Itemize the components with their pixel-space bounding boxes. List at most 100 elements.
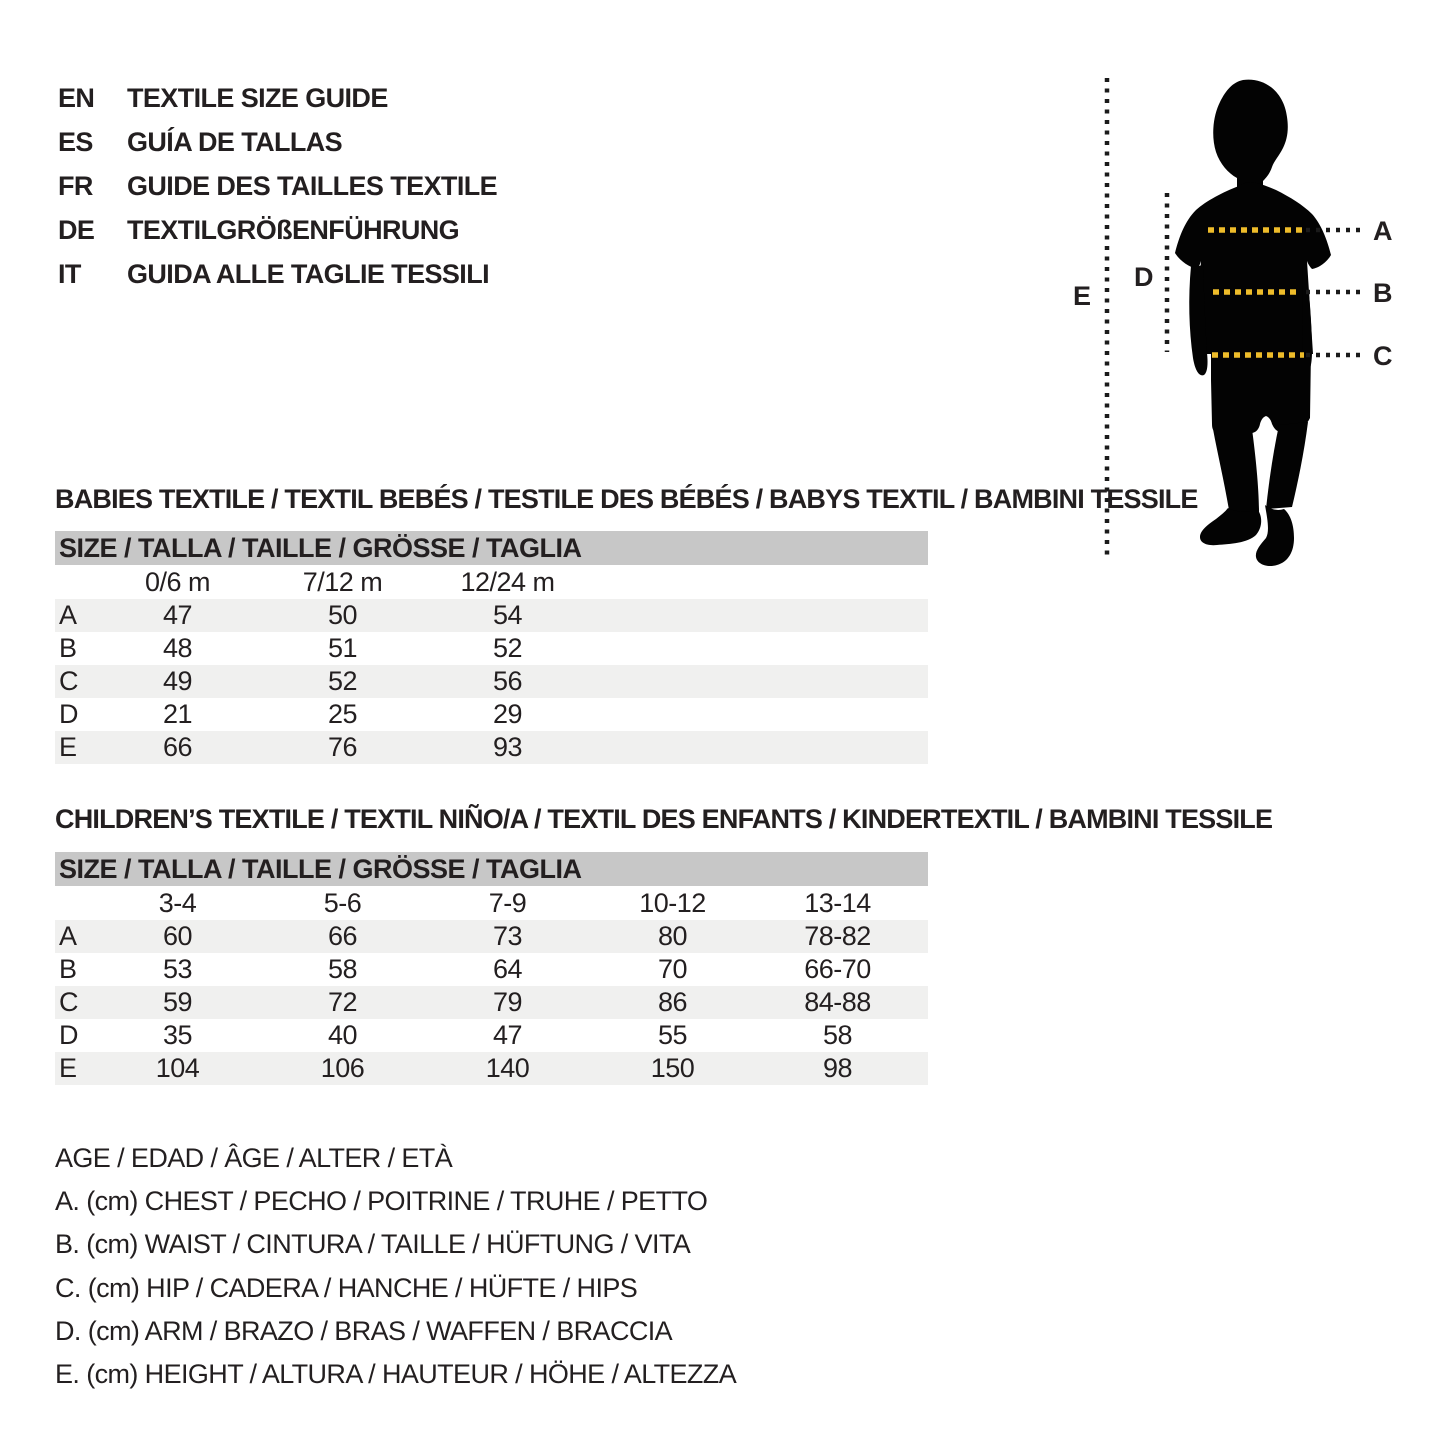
column-header: 0/6 m [144,567,211,597]
lang-row-fr: FR GUIDE DES TAILLES TEXTILE [58,164,498,208]
value-cell: 66-70 [804,954,871,984]
guide-title: TEXTILE SIZE GUIDE [127,82,388,113]
row-label: C [59,987,79,1017]
section-title-children: CHILDREN’S TEXTILE / TEXTIL NIÑO/A / TEX… [55,804,1273,834]
value-cell: 40 [327,1020,358,1050]
value-cell: 76 [327,732,358,762]
value-cell: 150 [650,1053,695,1083]
value-cell: 50 [327,600,358,630]
value-cell: 54 [492,600,523,630]
value-cell: 25 [327,699,358,729]
measure-label-d: D [1134,262,1154,292]
value-cell: 64 [492,954,523,984]
column-header: 13-14 [804,888,871,918]
table-row: E 104 106 140 150 98 [55,1052,928,1085]
value-cell: 35 [162,1020,193,1050]
value-cell: 98 [822,1053,853,1083]
value-cell: 52 [327,666,358,696]
table-row: E 66 76 93 [55,731,928,764]
value-cell: 66 [327,921,358,951]
value-cell: 59 [162,987,193,1017]
column-header: 12/24 m [460,567,555,597]
legend-arm: D. (cm) ARM / BRAZO / BRAS / WAFFEN / BR… [55,1315,673,1346]
babies-column-header-row: 0/6 m 7/12 m 12/24 m [55,565,928,599]
row-label: D [59,1020,79,1050]
table-row: D 21 25 29 [55,698,928,731]
value-cell: 47 [492,1020,523,1050]
legend-hip: C. (cm) HIP / CADERA / HANCHE / HÜFTE / … [55,1272,638,1303]
value-cell: 79 [492,987,523,1017]
value-cell: 56 [492,666,523,696]
lang-code: FR [58,170,93,201]
value-cell: 140 [485,1053,530,1083]
size-header-babies: SIZE / TALLA / TAILLE / GRÖSSE / TAGLIA [55,531,928,565]
lang-code: DE [58,214,95,245]
value-cell: 53 [162,954,193,984]
value-cell: 66 [162,732,193,762]
guide-title: GUIDE DES TAILLES TEXTILE [127,170,498,201]
table-row: A 47 50 54 [55,599,928,632]
legend-chest: A. (cm) CHEST / PECHO / POITRINE / TRUHE… [55,1186,708,1217]
column-header: 5-6 [323,888,362,918]
value-cell: 48 [162,633,193,663]
value-cell: 21 [162,699,193,729]
legend-waist: B. (cm) WAIST / CINTURA / TAILLE / HÜFTU… [55,1229,691,1260]
measure-label-c: C [1373,341,1393,371]
value-cell: 58 [822,1020,853,1050]
section-title-babies: BABIES TEXTILE / TEXTIL BEBÉS / TESTILE … [55,484,1198,514]
row-label: B [59,954,77,984]
column-header: 7/12 m [302,567,383,597]
legend-age: AGE / EDAD / ÂGE / ALTER / ETÀ [55,1143,453,1173]
value-cell: 60 [162,921,193,951]
column-header: 3-4 [158,888,197,918]
lang-code: IT [58,258,81,289]
child-measurement-figure: A B C D E [1060,60,1410,580]
value-cell: 47 [162,600,193,630]
value-cell: 84-88 [804,987,871,1017]
lang-row-en: EN TEXTILE SIZE GUIDE [58,76,497,120]
measurement-diagram: A B C D E [1073,78,1393,567]
value-cell: 70 [657,954,688,984]
children-size-table: SIZE / TALLA / TAILLE / GRÖSSE / TAGLIA … [55,852,928,1085]
value-cell: 104 [155,1053,200,1083]
child-silhouette [1175,79,1331,567]
corner-cell [55,565,95,599]
value-cell: 93 [492,732,523,762]
language-title-list: EN TEXTILE SIZE GUIDE ES GUÍA DE TALLAS … [58,76,498,296]
value-cell: 78-82 [804,921,871,951]
guide-title: TEXTILGRÖßENFÜHRUNG [127,214,460,245]
value-cell: 49 [162,666,193,696]
guide-title: GUIDA ALLE TAGLIE TESSILI [127,258,490,289]
row-label: B [59,633,77,663]
value-cell: 29 [492,699,523,729]
measurement-legend: AGE / EDAD / ÂGE / ALTER / ETÀ A. (cm) C… [55,1137,737,1396]
table-row: B 48 51 52 [55,632,928,665]
table-row: C 59 72 79 86 84-88 [55,986,928,1019]
measure-label-e: E [1073,281,1091,311]
row-label: C [59,666,79,696]
table-row: C 49 52 56 [55,665,928,698]
value-cell: 51 [327,633,358,663]
measure-label-b: B [1373,278,1393,308]
lang-row-es: ES GUÍA DE TALLAS [58,120,497,164]
corner-cell [55,886,95,920]
guide-title: GUÍA DE TALLAS [127,126,343,157]
row-label: A [59,600,77,630]
babies-size-table: SIZE / TALLA / TAILLE / GRÖSSE / TAGLIA … [55,531,928,764]
value-cell: 52 [492,633,523,663]
table-row: A 60 66 73 80 78-82 [55,920,928,953]
row-label: E [59,732,77,762]
row-label: A [59,921,77,951]
row-label: D [59,699,79,729]
value-cell: 55 [657,1020,688,1050]
size-header-children: SIZE / TALLA / TAILLE / GRÖSSE / TAGLIA [55,852,928,886]
value-cell: 72 [327,987,358,1017]
value-cell: 86 [657,987,688,1017]
value-cell: 73 [492,921,523,951]
table-row: B 53 58 64 70 66-70 [55,953,928,986]
lang-row-de: DE TEXTILGRÖßENFÜHRUNG [58,208,497,252]
measure-label-a: A [1373,216,1393,246]
column-header: 10-12 [639,888,706,918]
value-cell: 80 [657,921,688,951]
